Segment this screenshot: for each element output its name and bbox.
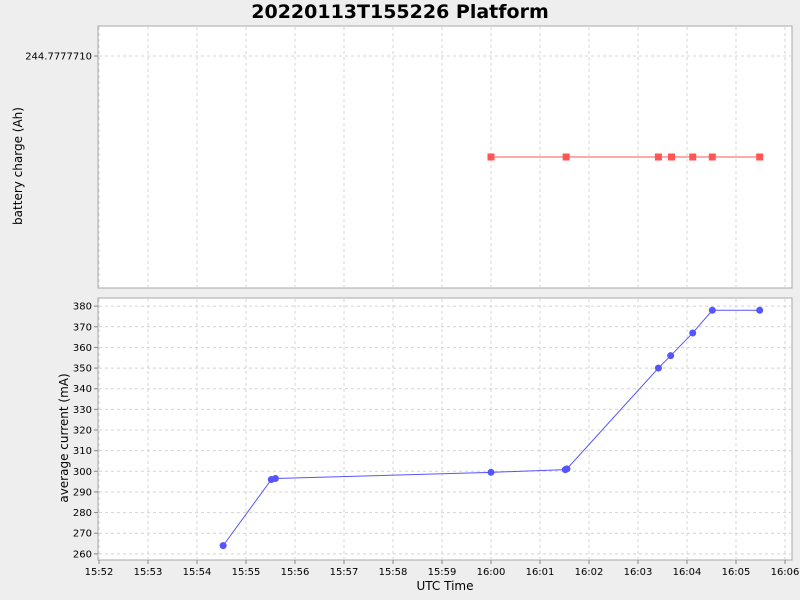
x-tick-label: 15:57 xyxy=(330,567,359,578)
y-tick-label: 330 xyxy=(73,405,92,416)
bottom-grid xyxy=(98,299,791,559)
average-current-point xyxy=(689,329,697,337)
battery-charge-point xyxy=(667,153,675,161)
y-tick-label: 380 xyxy=(73,302,92,313)
bottom-y-axis-label: average current (mA) xyxy=(57,373,71,502)
battery-charge-point xyxy=(654,153,662,161)
x-tick-label: 16:02 xyxy=(575,567,604,578)
battery-charge-point xyxy=(562,153,570,161)
y-tick-label: 350 xyxy=(73,364,92,375)
average-current-point xyxy=(563,465,571,473)
x-ticks: 15:52 15:53 15:54 15:55 15:56 15:57 15:58 15:59… xyxy=(85,560,800,578)
x-tick-label: 15:52 xyxy=(85,567,114,578)
battery-charge-point xyxy=(487,153,495,161)
x-tick-label: 15:56 xyxy=(281,567,310,578)
x-tick-label: 15:53 xyxy=(134,567,163,578)
x-tick-label: 15:59 xyxy=(428,567,457,578)
x-tick-label: 15:54 xyxy=(183,567,212,578)
average-current-point xyxy=(708,306,716,314)
y-tick-label: 270 xyxy=(73,529,92,540)
x-tick-label: 16:03 xyxy=(624,567,653,578)
y-tick-label: 320 xyxy=(73,426,92,437)
y-tick-label: 260 xyxy=(73,549,92,560)
bottom-series xyxy=(219,306,764,550)
average-current-point xyxy=(756,306,764,314)
battery-charge-point xyxy=(756,153,764,161)
x-tick-label: 16:01 xyxy=(526,567,555,578)
x-tick-label: 15:58 xyxy=(379,567,408,578)
x-tick-label: 16:06 xyxy=(771,567,800,578)
x-tick-label: 16:00 xyxy=(477,567,506,578)
bottom-y-ticks: 260 270 280 290 300 310 320 330 340 350 360 370 380 xyxy=(73,302,98,560)
battery-charge-point xyxy=(708,153,716,161)
top-y-ticks: 244.7777710 xyxy=(25,52,98,63)
top-series xyxy=(487,153,764,161)
y-tick-label: 310 xyxy=(73,446,92,457)
top-grid xyxy=(98,27,791,287)
average-current-point xyxy=(271,475,279,483)
y-tick-label: 370 xyxy=(73,322,92,333)
top-y-axis-label: battery charge (Ah) xyxy=(11,107,25,225)
x-axis-label: UTC Time xyxy=(417,579,474,593)
bottom-plot-area xyxy=(97,297,793,561)
average-current-point xyxy=(667,352,675,360)
top-panel: 244.7777710 battery charge (Ah) xyxy=(11,25,793,289)
y-tick-label: 280 xyxy=(73,508,92,519)
average-current-point xyxy=(654,364,662,372)
y-tick-label: 360 xyxy=(73,343,92,354)
y-tick-label: 300 xyxy=(73,467,92,478)
y-tick-label: 290 xyxy=(73,487,92,498)
bottom-panel: 260270280290300310320330340350360370380 … xyxy=(57,297,800,593)
x-tick-label: 15:55 xyxy=(232,567,261,578)
average-current-point xyxy=(219,542,227,550)
x-tick-label: 16:04 xyxy=(673,567,702,578)
x-tick-label: 16:05 xyxy=(722,567,751,578)
battery-charge-point xyxy=(689,153,697,161)
y-tick-label: 244.7777710 xyxy=(25,52,92,63)
average-current-point xyxy=(487,468,495,476)
chart-title: 20220113T155226 Platform xyxy=(251,1,549,23)
y-tick-label: 340 xyxy=(73,384,92,395)
